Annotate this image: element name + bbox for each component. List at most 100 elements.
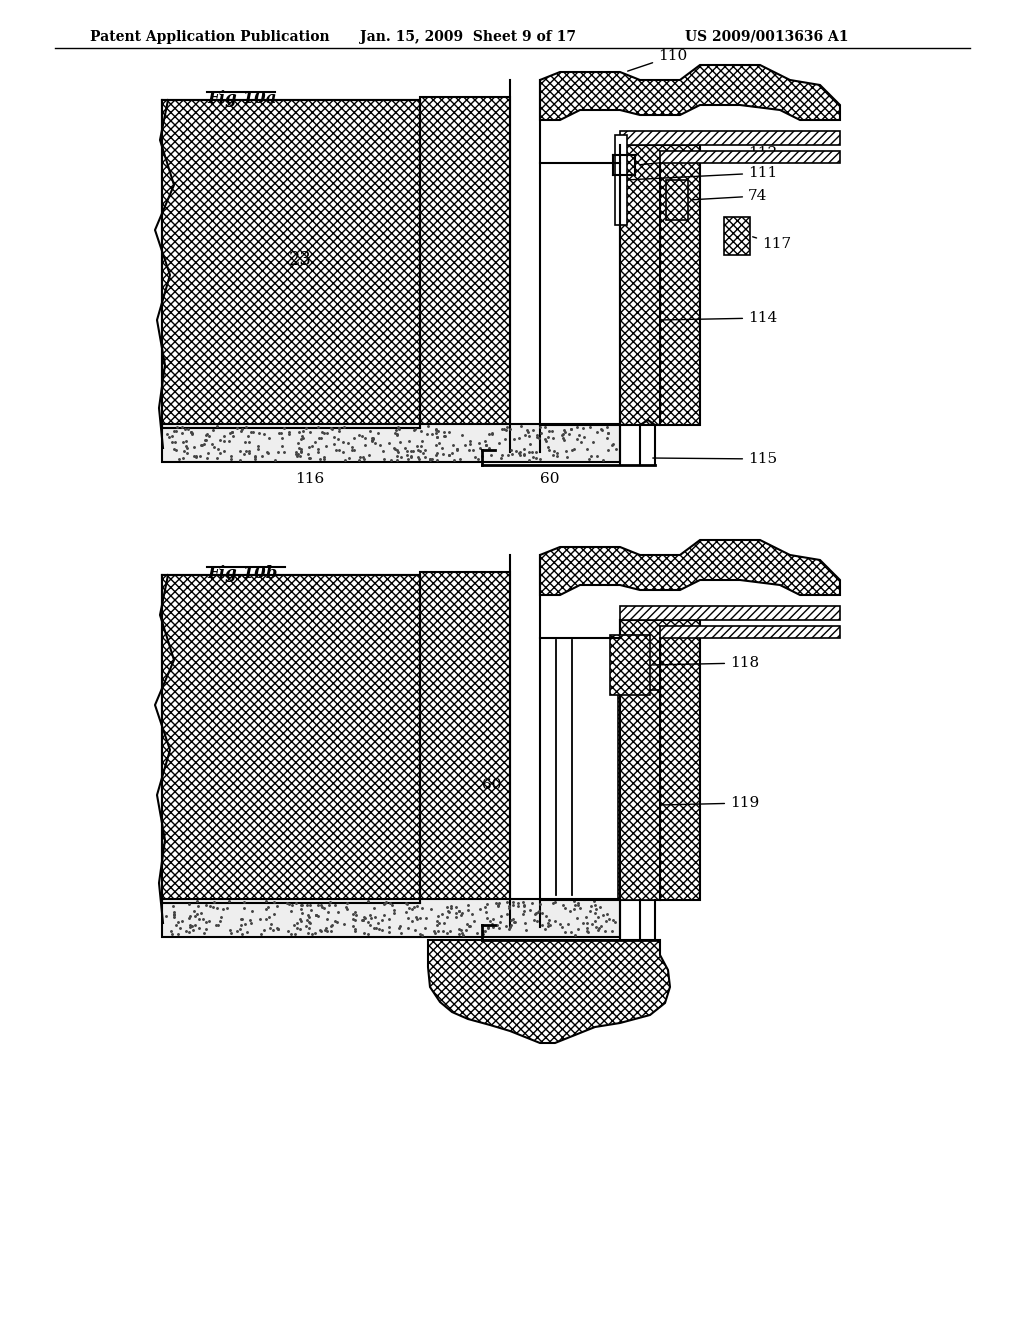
Polygon shape [540,540,840,595]
Point [365,428,381,449]
Point [600,422,616,444]
Text: Fig.10b: Fig.10b [207,565,278,582]
Point [538,430,554,451]
Text: 74: 74 [691,189,767,203]
Point [474,921,490,942]
Point [269,895,286,916]
Point [197,434,213,455]
Point [172,917,188,939]
Point [354,909,371,931]
Point [534,915,550,936]
Point [324,915,340,936]
Point [289,912,305,933]
Point [301,912,317,933]
Point [336,416,352,437]
Point [228,921,245,942]
Point [407,418,423,440]
Point [199,424,215,445]
Point [403,446,420,467]
Point [310,417,327,438]
Point [168,440,184,461]
Point [455,902,471,923]
Point [310,440,327,461]
Point [299,444,315,465]
Point [557,898,573,919]
Point [441,902,458,923]
Point [466,909,482,931]
Bar [162,100,420,428]
Point [323,417,339,438]
Point [232,421,249,442]
Point [524,892,541,913]
Point [382,892,398,913]
Point [359,891,376,912]
Point [233,924,250,945]
Bar [666,180,688,220]
Point [197,430,213,451]
Point [163,920,179,941]
Point [582,417,598,438]
Point [244,912,260,933]
Point [453,919,469,940]
Point [327,894,343,915]
Point [493,906,509,927]
Point [231,919,248,940]
Point [346,917,362,939]
Point [288,441,304,462]
Point [304,436,321,457]
Point [362,420,379,441]
Point [209,898,225,919]
Point [276,442,293,463]
Text: 118: 118 [652,656,759,671]
Point [450,440,466,461]
Point [556,420,572,441]
Point [500,444,516,465]
Point [196,923,212,944]
Point [574,417,591,438]
Point [375,441,391,462]
Point [563,440,580,461]
Point [186,437,203,458]
Point [519,420,536,441]
Point [503,909,519,931]
Point [480,917,497,939]
Point [383,449,399,470]
Point [223,421,240,442]
Point [516,438,532,459]
Point [166,907,182,928]
Point [545,428,561,449]
Point [505,892,521,913]
Point [449,438,465,459]
Point [317,919,334,940]
Point [182,906,199,927]
Point [529,902,546,923]
Point [212,442,228,463]
Point [316,898,333,919]
Point [471,432,487,453]
Point [440,902,457,923]
Point [216,441,232,462]
Point [427,923,443,944]
Point [549,442,565,463]
Point [503,440,519,461]
Point [195,908,211,929]
Point [351,449,368,470]
Point [330,902,346,923]
Point [428,445,444,466]
Point [222,923,239,944]
Point [389,445,406,466]
Point [387,422,403,444]
Point [260,896,276,917]
Point [266,904,283,925]
Bar [162,424,620,462]
Point [293,895,309,916]
Point [451,900,467,921]
Point [298,895,314,916]
Point [561,424,578,445]
Point [179,437,196,458]
Point [605,433,622,454]
Point [351,424,368,445]
Point [187,446,204,467]
Text: 115: 115 [652,451,777,466]
Point [496,418,512,440]
